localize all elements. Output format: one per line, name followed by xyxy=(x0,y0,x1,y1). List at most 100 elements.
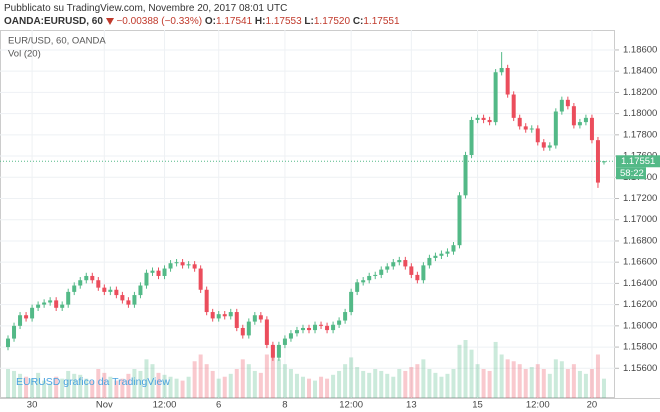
candle-body xyxy=(409,266,414,275)
volume-bar xyxy=(307,378,312,398)
candle-body xyxy=(373,274,378,276)
volume-bar xyxy=(216,378,221,398)
candle-body xyxy=(535,128,540,143)
candle-body xyxy=(481,117,486,120)
candle-body xyxy=(583,117,588,123)
volume-bar xyxy=(565,369,570,398)
volume-bar xyxy=(114,380,119,398)
volume-bar xyxy=(78,374,83,398)
volume-bar xyxy=(553,359,558,398)
candle-body xyxy=(463,155,468,196)
candle-body xyxy=(439,253,444,256)
candle-body xyxy=(78,280,83,286)
volume-bar xyxy=(517,364,522,398)
candle-body xyxy=(132,295,137,305)
volume-bar xyxy=(343,364,348,398)
candle-body xyxy=(517,117,522,127)
candle-body xyxy=(343,312,348,321)
candle-body xyxy=(349,291,354,313)
candle-body xyxy=(222,314,227,317)
candle-body xyxy=(355,282,360,292)
y-tick-label: 1.17800 xyxy=(623,129,657,140)
candle-body xyxy=(96,280,101,288)
candle-body xyxy=(162,268,167,276)
volume-bar xyxy=(451,369,456,398)
volume-bar xyxy=(349,357,354,398)
candle-body xyxy=(60,304,65,308)
volume-bar xyxy=(12,370,17,398)
volume-bar xyxy=(246,364,251,398)
candle-body xyxy=(150,270,155,273)
y-tick-label: 1.15600 xyxy=(623,363,657,374)
volume-bar xyxy=(493,341,498,398)
volume-bar xyxy=(72,373,77,398)
y-tick-label: 1.15800 xyxy=(623,342,657,353)
volume-bar xyxy=(102,372,107,398)
volume-bar xyxy=(48,383,53,398)
candle-body xyxy=(198,268,203,290)
volume-bar xyxy=(162,374,167,398)
countdown-tag xyxy=(616,167,646,180)
x-tick-label: 12:00 xyxy=(526,400,550,411)
price-tag-label: 1.17551 xyxy=(621,156,655,167)
quote-line: OANDA:EURUSD, 60 −0.00388 (−0.33%) O:1.1… xyxy=(4,15,400,28)
volume-bar xyxy=(577,370,582,398)
candle-body xyxy=(385,266,390,270)
y-tick-label: 1.18200 xyxy=(623,87,657,98)
candle-body xyxy=(168,263,173,269)
candle-body xyxy=(469,119,474,156)
volume-bar xyxy=(361,370,366,398)
down-arrow xyxy=(105,17,114,25)
candle-body xyxy=(114,289,119,296)
volume-bar xyxy=(457,344,462,398)
volume-bar xyxy=(433,372,438,398)
candle-body xyxy=(120,295,125,301)
volume-bar xyxy=(439,376,444,398)
volume-bar xyxy=(54,376,59,398)
candle-body xyxy=(138,285,143,296)
y-tick-label: 1.18600 xyxy=(623,44,657,55)
volume-bar xyxy=(270,344,275,398)
volume-bar xyxy=(559,361,564,398)
candle-body xyxy=(42,302,47,305)
price-tag xyxy=(616,155,660,168)
volume-bar xyxy=(541,369,546,398)
x-tick-label: 30 xyxy=(27,400,38,411)
symbol: OANDA:EURUSD, 60 xyxy=(4,16,103,27)
volume-bar xyxy=(337,370,342,398)
volume-bar xyxy=(276,359,281,398)
volume-bar xyxy=(228,373,233,398)
ohlc-key: C: xyxy=(352,16,364,27)
y-tick-label: 1.17000 xyxy=(623,214,657,225)
candle-body xyxy=(565,99,570,107)
volume-bar xyxy=(589,369,594,398)
candle-body xyxy=(367,275,372,281)
candle-body xyxy=(72,285,77,292)
volume-bar xyxy=(126,373,131,398)
candle-body xyxy=(234,312,239,328)
candle-body xyxy=(270,344,275,358)
candle-body xyxy=(541,142,546,148)
x-tick-label: 6 xyxy=(216,400,221,411)
candle-body xyxy=(397,260,402,263)
ohlc-value: 1.17553 xyxy=(265,16,302,27)
candle-body xyxy=(415,274,420,281)
candle-body xyxy=(487,119,492,123)
candle-body xyxy=(589,117,594,141)
candle-body xyxy=(24,315,29,319)
volume-bar xyxy=(469,349,474,398)
candle-body xyxy=(391,262,396,267)
volume-bar xyxy=(463,340,468,398)
x-tick-label: 8 xyxy=(282,400,287,411)
volume-bar xyxy=(427,369,432,398)
candle-body xyxy=(601,161,606,163)
candle-body xyxy=(246,321,251,336)
volume-bar xyxy=(60,378,65,398)
candle-body xyxy=(156,270,161,276)
y-tick-label: 1.16200 xyxy=(623,299,657,310)
volume-bar xyxy=(156,372,161,398)
published: Pubblicato su TradingView.com, Novembre … xyxy=(4,3,288,14)
candle-body xyxy=(288,333,293,339)
legend: EUR/USD, 60, OANDA xyxy=(8,36,106,47)
volume-bar xyxy=(144,359,149,398)
